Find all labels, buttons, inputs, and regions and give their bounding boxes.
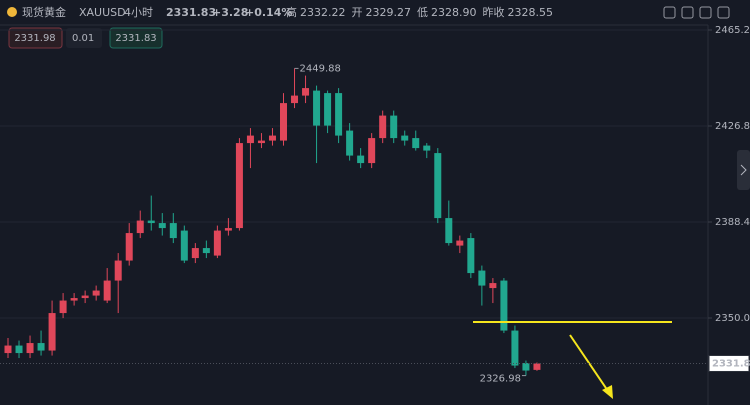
candle-body <box>37 343 45 351</box>
candle-body <box>114 260 122 281</box>
candle-body <box>257 140 265 144</box>
stat-value: 2329.27 <box>366 6 412 19</box>
stat-label: 开 <box>352 6 363 19</box>
size: 0.01 <box>72 33 94 44</box>
candle-body <box>401 135 409 141</box>
candle-body <box>434 153 442 219</box>
y-tick-label: 2350.02 <box>715 313 750 324</box>
candle-body <box>346 130 354 156</box>
candle-body <box>224 228 232 231</box>
candle-body <box>169 223 177 239</box>
toolbar-icons <box>663 6 730 19</box>
symbol-icon <box>7 7 17 17</box>
candle-body <box>103 280 111 301</box>
candle-body <box>456 240 464 246</box>
stat-value: 2328.90 <box>431 6 477 19</box>
candle-body <box>81 295 89 299</box>
candle-body <box>445 218 453 244</box>
buy-price: 2331.83 <box>115 33 156 44</box>
last-price-label: 2331.83 <box>712 358 750 369</box>
y-tick-label: 2465.24 <box>715 25 750 36</box>
symbol-code[interactable]: XAUUSD <box>79 6 126 19</box>
buy-button[interactable] <box>109 27 163 49</box>
candle-body <box>280 103 287 141</box>
stat-value: 2328.55 <box>508 6 554 19</box>
candle-body <box>467 238 475 274</box>
candle-body <box>191 248 199 259</box>
handle-arrow <box>740 164 747 176</box>
drawn-arrow-head <box>602 385 613 399</box>
candle-body <box>511 330 519 366</box>
toolbar <box>0 0 750 25</box>
sell-price: 2331.98 <box>14 33 55 44</box>
y-tick-label: 2426.84 <box>715 121 750 132</box>
candle-body <box>268 135 276 141</box>
change-pct: +0.14% <box>245 6 292 19</box>
candle-body <box>158 223 166 229</box>
candle-body <box>59 300 67 314</box>
candle-body <box>26 343 34 354</box>
last-price-box <box>708 354 750 372</box>
candle-body <box>390 115 398 139</box>
change: +3.28 <box>212 6 248 19</box>
candle-body <box>423 145 431 151</box>
candle-body <box>48 313 56 351</box>
icon[interactable] <box>717 6 730 19</box>
candle-body <box>70 298 78 301</box>
size-input[interactable] <box>66 28 102 48</box>
candle-body <box>302 88 310 96</box>
icon[interactable] <box>699 6 712 19</box>
y-tick-label: 2388.43 <box>715 217 750 228</box>
sell-button[interactable] <box>8 27 63 49</box>
candle-body <box>92 290 100 296</box>
candle-body <box>500 280 508 331</box>
symbol-name: 现货黄金 <box>22 5 66 19</box>
candle-body <box>125 233 133 261</box>
stat-value: 2332.22 <box>300 6 346 19</box>
icon[interactable] <box>663 6 676 19</box>
candle-body <box>213 230 221 256</box>
candle-body <box>489 283 497 289</box>
icon[interactable] <box>681 6 694 19</box>
candle-body <box>324 93 332 126</box>
candle-body <box>246 135 254 144</box>
candle-body <box>533 363 541 370</box>
candle-body <box>522 363 530 371</box>
candle-body <box>15 345 23 354</box>
stat-label: 昨收 <box>483 5 505 19</box>
candle-body <box>335 93 343 136</box>
candle-body <box>313 90 321 126</box>
candle-body <box>379 115 387 139</box>
stat-label: 高 <box>286 5 297 19</box>
low-label: 2326.98 <box>480 374 521 385</box>
candle-body <box>412 138 420 149</box>
drawn-arrow <box>569 334 611 395</box>
candle-body <box>147 220 155 224</box>
candle-body <box>291 95 299 104</box>
candle-body <box>478 270 486 286</box>
stat-label: 低 <box>417 6 428 19</box>
candle-body <box>180 230 188 261</box>
candle-body <box>4 345 12 354</box>
candle-body <box>235 143 243 229</box>
side-handle[interactable] <box>737 150 750 190</box>
candle-body <box>136 220 144 234</box>
candle-body <box>357 155 365 164</box>
high-label: 2449.88 <box>300 63 341 74</box>
last-price: 2331.83 <box>166 6 216 19</box>
candle-body <box>202 248 210 254</box>
interval[interactable]: 4小时 <box>124 6 153 19</box>
candle-body <box>368 138 376 164</box>
